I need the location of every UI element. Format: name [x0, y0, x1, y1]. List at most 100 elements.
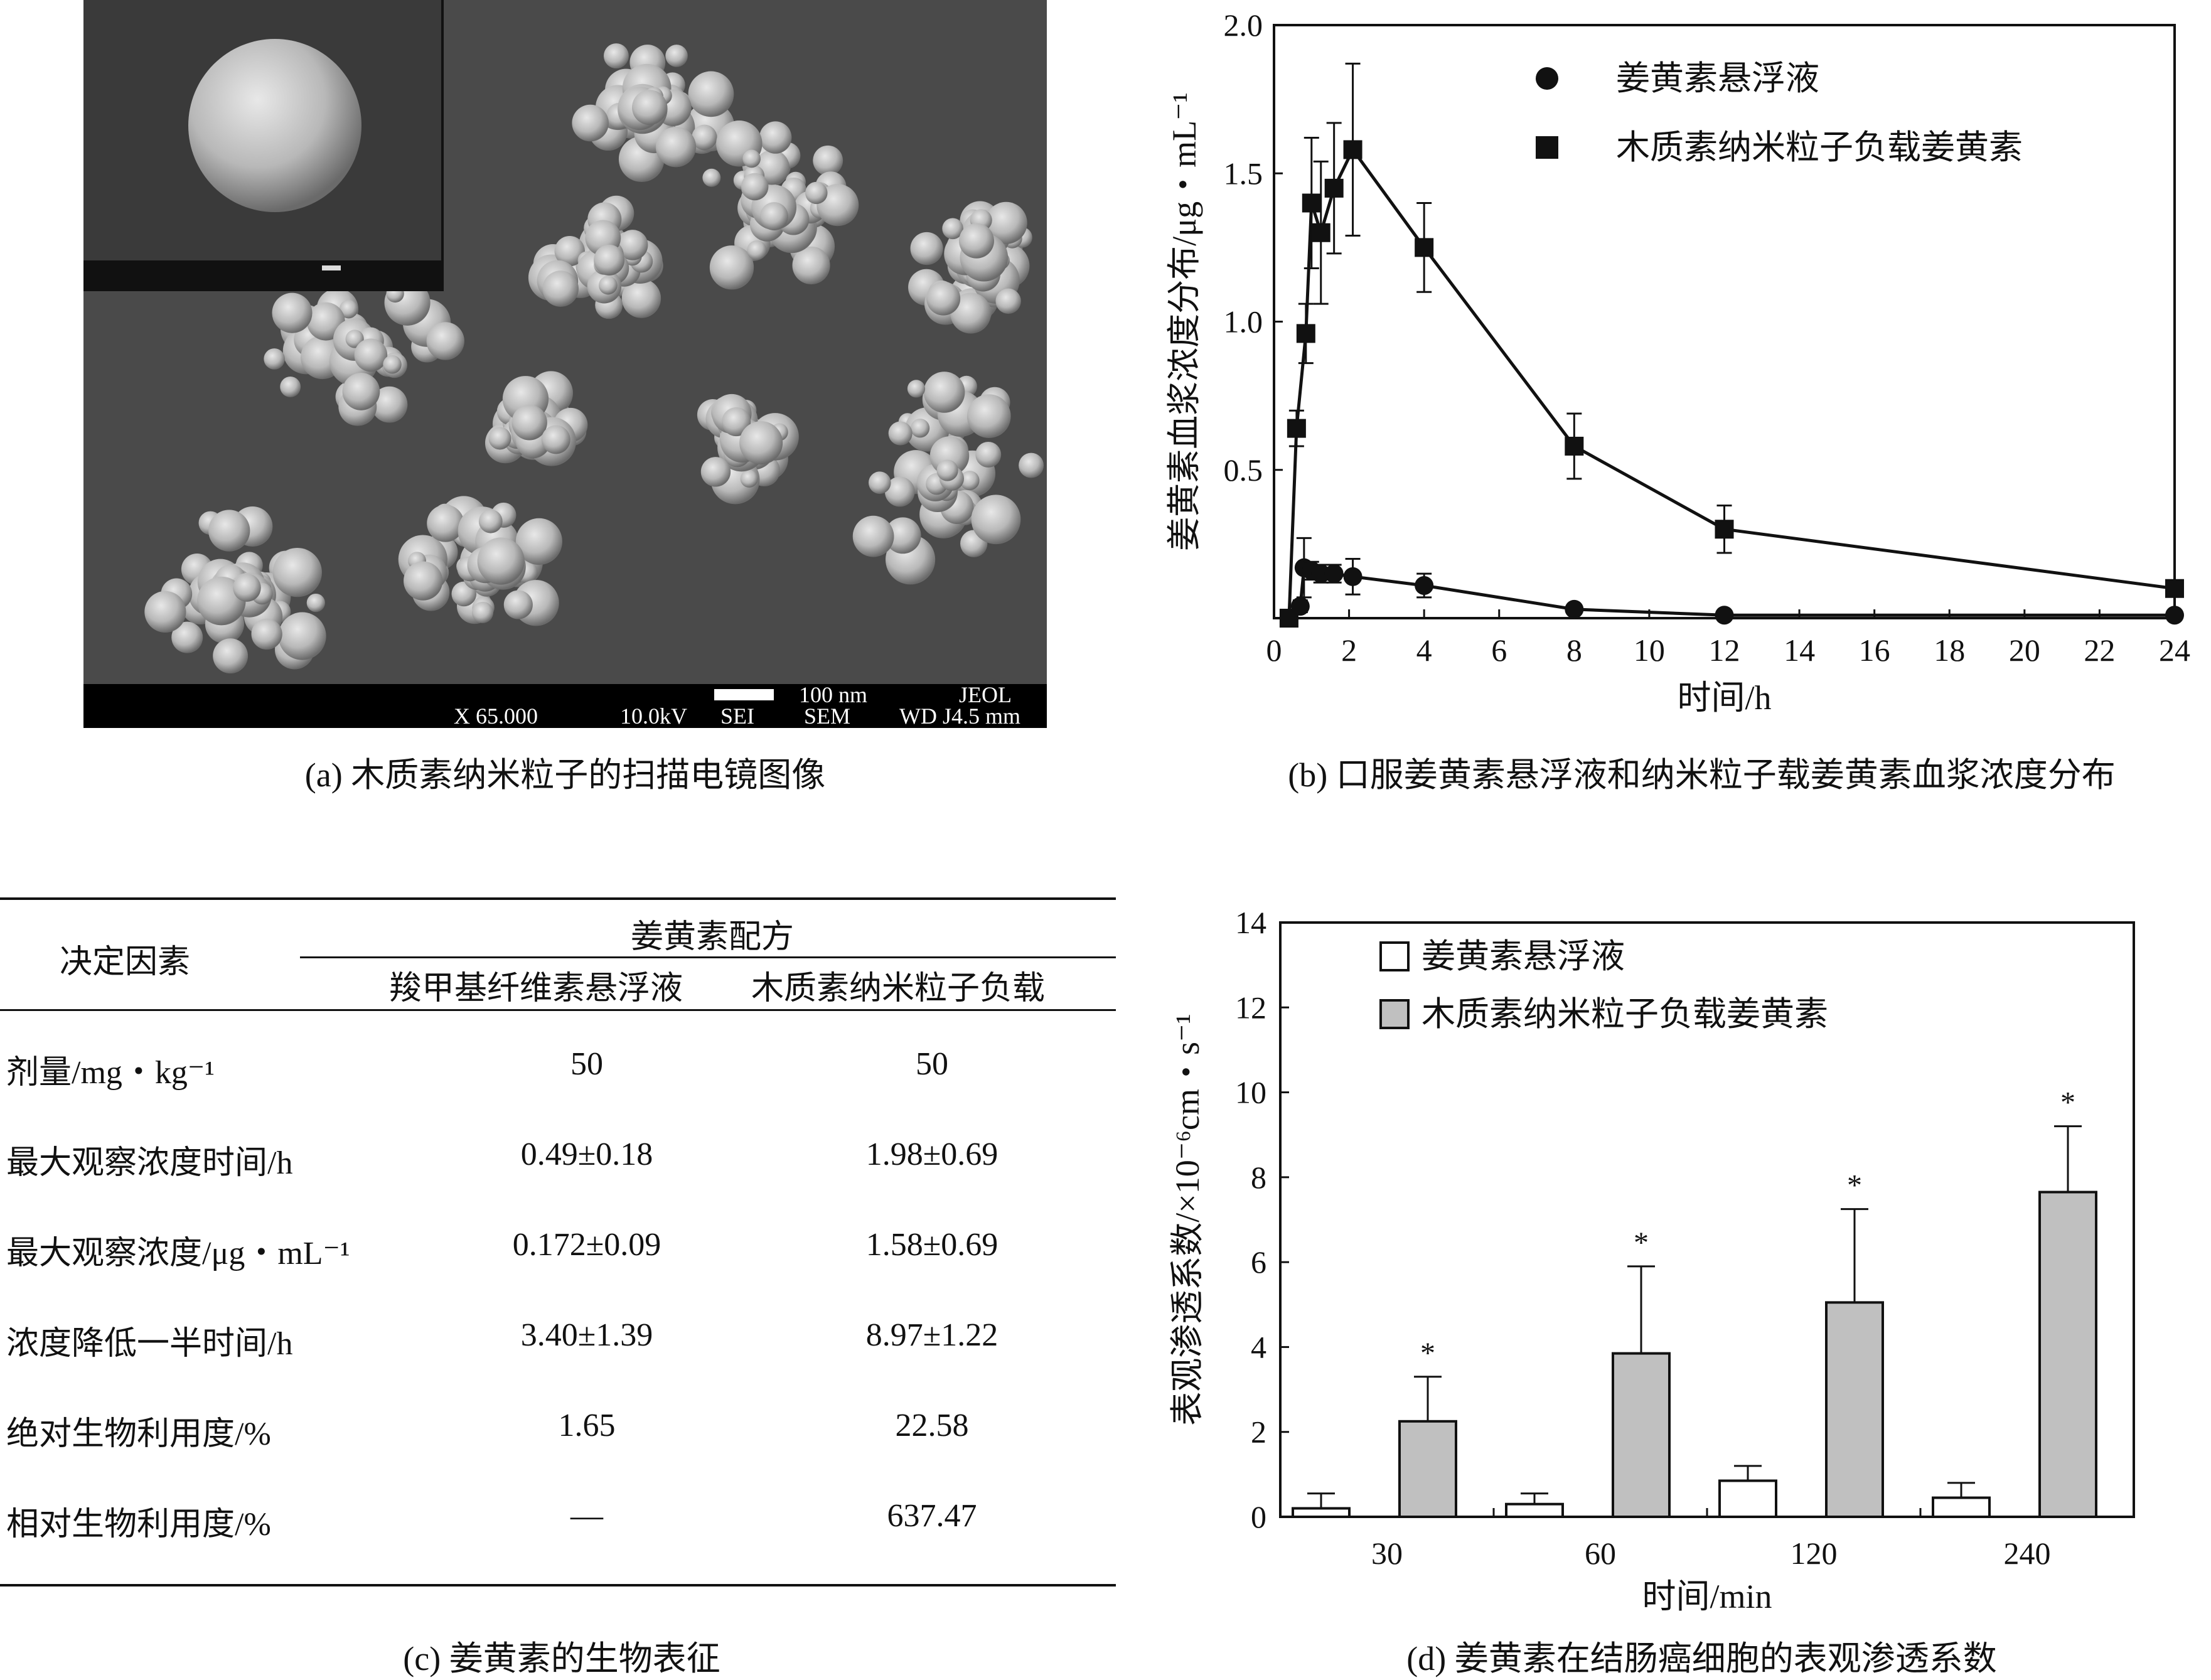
- y-tick-label: 2.0: [1224, 8, 1263, 43]
- nanoparticle: [572, 104, 609, 142]
- nanoparticle: [511, 404, 547, 441]
- nanoparticle: [426, 322, 464, 360]
- sem-mode: SEI: [720, 704, 754, 728]
- nanoparticle: [383, 355, 402, 374]
- x-tick-label: 24: [2159, 633, 2190, 668]
- bar: [1292, 1507, 1351, 1519]
- nanoparticle: [621, 279, 661, 318]
- column-header-suspension: 羧甲基纤维素悬浮液: [389, 971, 683, 1007]
- data-point: [1287, 419, 1306, 438]
- nanoparticle: [404, 561, 443, 601]
- bar: [2038, 1190, 2097, 1518]
- nanoparticle: [692, 124, 717, 151]
- nanoparticle: [975, 441, 1002, 468]
- nanoparticle: [342, 373, 380, 410]
- series-line: [1287, 146, 2175, 619]
- nanoparticle: [1019, 452, 1044, 478]
- y-tick-label: 0: [1251, 1499, 1266, 1534]
- y-tick-label: 4: [1251, 1329, 1266, 1364]
- x-tick-label: 10: [1634, 633, 1665, 668]
- nanoparticle: [478, 509, 503, 533]
- row-value-nanoparticle: 8.97±1.22: [865, 1317, 998, 1353]
- nanoparticle: [792, 246, 830, 285]
- nanoparticle: [306, 593, 325, 613]
- nanoparticle: [594, 244, 625, 276]
- table-top-rule: [0, 897, 1116, 900]
- sem-info-bar: 100 nm JEOL X 65.000 10.0kV SEI SEM WD J…: [83, 682, 1047, 728]
- x-tick-label: 12: [1709, 633, 1740, 668]
- row-value-suspension: —: [570, 1498, 603, 1534]
- x-tick-label: 120: [1791, 1536, 1838, 1571]
- factor-header: 决定因素: [60, 944, 191, 980]
- nanoparticle: [477, 537, 525, 585]
- row-value-suspension: 0.172±0.09: [512, 1227, 661, 1263]
- permeability-bar-chart: 0 2 4 6 8 10 12 14 30 * 60 * 120 * 240 * 时间/min 表观渗透系数/×1…: [1169, 905, 2135, 1615]
- caption-d: (d) 姜黄素在结肠癌细胞的表观渗透系数: [1406, 1640, 1997, 1677]
- bar: [1505, 1502, 1564, 1519]
- row-value-nanoparticle: 1.58±0.69: [865, 1227, 998, 1263]
- x-tick-label: 60: [1585, 1536, 1616, 1571]
- legend-label: 木质素纳米粒子负载姜黄素: [1421, 995, 1828, 1033]
- nanoparticle: [739, 421, 783, 465]
- nanoparticle: [950, 292, 992, 334]
- nanoparticle: [959, 223, 994, 259]
- data-point: [1415, 238, 1434, 257]
- data-point: [1715, 606, 1734, 625]
- bar: [1612, 1352, 1671, 1518]
- x-tick-label: 0: [1266, 633, 1282, 668]
- bar: [1932, 1496, 1991, 1519]
- nanoparticle: [805, 181, 828, 205]
- data-point: [1415, 576, 1434, 596]
- nanoparticle: [603, 43, 629, 69]
- sem-type: SEM: [804, 704, 851, 728]
- nanoparticle: [541, 425, 570, 454]
- nanoparticle: [599, 276, 618, 295]
- sem-working-distance: WD J4.5 mm: [899, 704, 1020, 728]
- nanoparticle: [251, 618, 282, 650]
- nanoparticle: [144, 591, 186, 633]
- nanoparticle: [759, 121, 792, 154]
- nanoparticle: [208, 510, 250, 552]
- sem-scale-label: 100 nm: [799, 682, 868, 707]
- nanoparticle: [213, 638, 249, 674]
- nanoparticle: [884, 476, 915, 507]
- y-tick-label: 12: [1235, 990, 1266, 1025]
- data-point: [1343, 567, 1362, 586]
- legend-marker: [1536, 136, 1558, 159]
- x-tick-label: 240: [2004, 1536, 2051, 1571]
- y-axis-label: 表观渗透系数/×10⁻⁶cm・s⁻¹: [1169, 1014, 1206, 1425]
- nanoparticle: [371, 386, 408, 423]
- row-label: 最大观察浓度/μg・mL⁻¹: [6, 1236, 350, 1271]
- nanoparticle: [960, 471, 980, 491]
- nanoparticle: [702, 168, 721, 187]
- legend-marker: [1379, 999, 1410, 1029]
- nanoparticle: [278, 612, 326, 660]
- table-sub-rule: [300, 956, 1116, 958]
- sem-brand: JEOL: [959, 682, 1012, 707]
- table-header-rule: [0, 1009, 1116, 1011]
- significance-marker: *: [1847, 1169, 1862, 1202]
- nanoparticle: [503, 590, 533, 619]
- scale-bar: [714, 689, 774, 700]
- row-label: 浓度降低一半时间/h: [6, 1326, 293, 1362]
- y-tick-label: 0.5: [1224, 452, 1263, 488]
- data-point: [2165, 579, 2184, 598]
- x-tick-label: 30: [1371, 1536, 1403, 1571]
- nanoparticle: [632, 90, 667, 126]
- nanoparticle: [884, 517, 921, 554]
- nanoparticle: [971, 495, 1021, 545]
- data-point: [1565, 599, 1584, 619]
- significance-marker: *: [1420, 1337, 1435, 1370]
- row-value-suspension: 50: [570, 1046, 603, 1082]
- nanoparticle: [709, 245, 754, 290]
- row-value-suspension: 1.65: [558, 1408, 616, 1443]
- nanoparticle: [542, 270, 579, 307]
- nanoparticle: [171, 621, 203, 653]
- caption-a: (a) 木质素纳米粒子的扫描电镜图像: [304, 756, 826, 794]
- y-tick-label: 6: [1251, 1244, 1266, 1280]
- x-tick-label: 6: [1491, 633, 1507, 668]
- nanoparticle: [985, 201, 1027, 244]
- bar: [1718, 1479, 1777, 1519]
- nanoparticle: [665, 45, 688, 67]
- nanoparticle: [233, 574, 261, 602]
